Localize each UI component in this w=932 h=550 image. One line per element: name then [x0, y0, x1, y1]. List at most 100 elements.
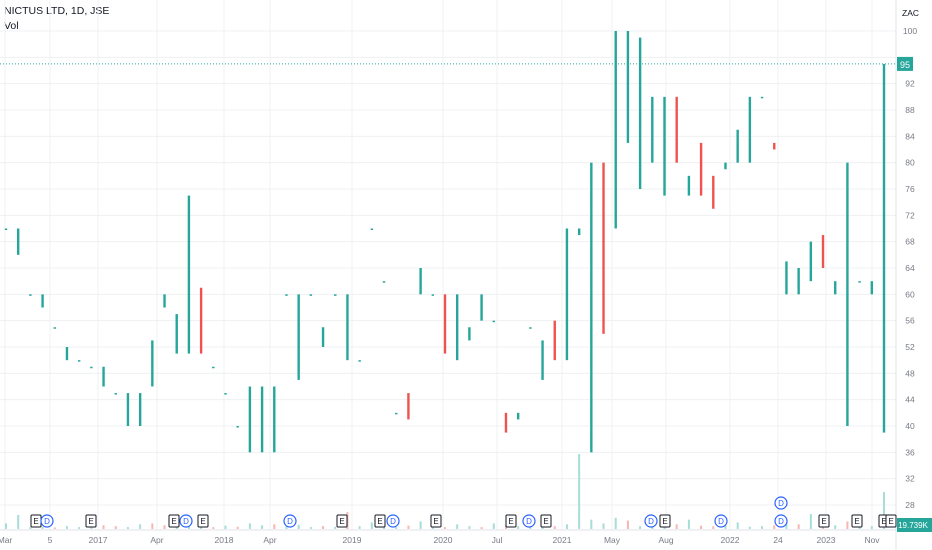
- price-tick-label: 84: [905, 131, 915, 141]
- candle: [797, 268, 800, 295]
- volume-bar: [748, 526, 751, 529]
- earnings-marker[interactable]: [505, 514, 517, 528]
- earnings-marker[interactable]: [197, 514, 209, 528]
- earnings-marker[interactable]: [430, 514, 442, 528]
- volume-bar: [29, 527, 32, 529]
- chart-title: NICTUS LTD, 1D, JSE: [4, 5, 110, 17]
- price-tick-label: 40: [905, 421, 915, 431]
- volume-bar: [17, 514, 20, 529]
- volume-bar: [565, 524, 568, 529]
- earnings-marker[interactable]: [659, 514, 671, 528]
- volume-bar: [65, 526, 68, 529]
- volume-bar: [5, 523, 7, 529]
- volume-bar: [395, 527, 398, 529]
- candle: [541, 340, 544, 380]
- volume-bar: [102, 525, 105, 529]
- event-marker-label: E: [543, 517, 548, 526]
- earnings-marker[interactable]: [168, 514, 180, 528]
- candle: [236, 426, 239, 428]
- volume-value-badge: [897, 518, 932, 532]
- dividend-marker[interactable]: [644, 514, 658, 528]
- candle: [809, 241, 813, 282]
- candle: [516, 412, 520, 420]
- volume-bar: [846, 521, 849, 529]
- volume-bar: [517, 526, 520, 529]
- candle: [492, 320, 495, 323]
- candle: [553, 320, 556, 361]
- candle: [419, 268, 422, 295]
- candle: [175, 314, 178, 354]
- earnings-marker[interactable]: [818, 514, 830, 528]
- volume-bar: [151, 523, 154, 529]
- volume-bar: [785, 523, 788, 529]
- candle: [724, 162, 727, 170]
- event-marker-label: D: [390, 517, 396, 526]
- dividend-marker[interactable]: [774, 496, 788, 510]
- candle: [199, 287, 203, 354]
- volume-bar: [724, 525, 727, 529]
- dividend-marker[interactable]: [40, 514, 54, 528]
- candle: [346, 294, 349, 361]
- candle: [504, 412, 508, 433]
- dividend-marker[interactable]: [774, 514, 788, 528]
- price-tick-label: 72: [905, 210, 915, 220]
- time-tick-label: Aug: [658, 535, 673, 545]
- volume-indicator-label[interactable]: Vol: [4, 20, 19, 32]
- earnings-marker[interactable]: [336, 514, 348, 528]
- volume-bar: [431, 527, 434, 529]
- event-marker-label: E: [339, 517, 344, 526]
- event-marker-label: D: [287, 517, 293, 526]
- dividend-marker[interactable]: [386, 514, 400, 528]
- time-tick-label: 2022: [721, 535, 740, 545]
- earnings-marker[interactable]: [540, 514, 552, 528]
- earnings-marker[interactable]: [885, 514, 897, 528]
- time-tick-label: 5: [48, 535, 53, 545]
- candle: [651, 96, 654, 163]
- price-tick-label: 88: [905, 105, 915, 115]
- candle: [699, 142, 703, 196]
- dividend-marker[interactable]: [283, 514, 297, 528]
- candle: [638, 37, 642, 190]
- time-tick-label: 24: [773, 535, 783, 545]
- dividend-marker[interactable]: [522, 514, 536, 528]
- earnings-marker[interactable]: [851, 514, 863, 528]
- candle: [748, 96, 752, 163]
- earnings-marker[interactable]: [374, 514, 386, 528]
- time-tick-label: 2021: [553, 535, 572, 545]
- event-marker-label: E: [508, 517, 513, 526]
- currency-label: ZAC: [902, 8, 919, 18]
- volume-bar: [456, 524, 459, 529]
- volume-bar: [309, 527, 312, 529]
- candle: [187, 195, 191, 354]
- event-marker-label: E: [821, 517, 826, 526]
- candle: [663, 96, 666, 196]
- price-tick-label: 92: [905, 79, 915, 89]
- candle: [773, 142, 776, 150]
- volume-bar: [322, 526, 325, 529]
- volume-bar: [261, 525, 264, 529]
- dividend-marker[interactable]: [714, 514, 728, 528]
- volume-bar: [236, 526, 239, 529]
- candle: [395, 412, 398, 415]
- time-tick-label: Nov: [864, 535, 880, 545]
- candle: [760, 96, 764, 99]
- earnings-marker[interactable]: [85, 514, 97, 528]
- candle: [577, 228, 581, 236]
- event-marker-label: D: [718, 517, 724, 526]
- dividend-marker[interactable]: [179, 514, 193, 528]
- volume-bar: [736, 522, 739, 529]
- candle: [41, 294, 44, 308]
- candle: [565, 228, 569, 361]
- price-tick-label: 60: [905, 289, 915, 299]
- price-tick-label: 68: [905, 237, 915, 247]
- candle: [321, 327, 325, 347]
- candle: [285, 294, 288, 296]
- volume-bar: [90, 526, 93, 529]
- volume-bar: [163, 525, 166, 529]
- candle: [529, 327, 532, 329]
- volume-bar: [285, 526, 288, 529]
- volume-bar: [578, 454, 581, 529]
- candle: [443, 294, 447, 354]
- price-tick-label: 56: [905, 316, 915, 326]
